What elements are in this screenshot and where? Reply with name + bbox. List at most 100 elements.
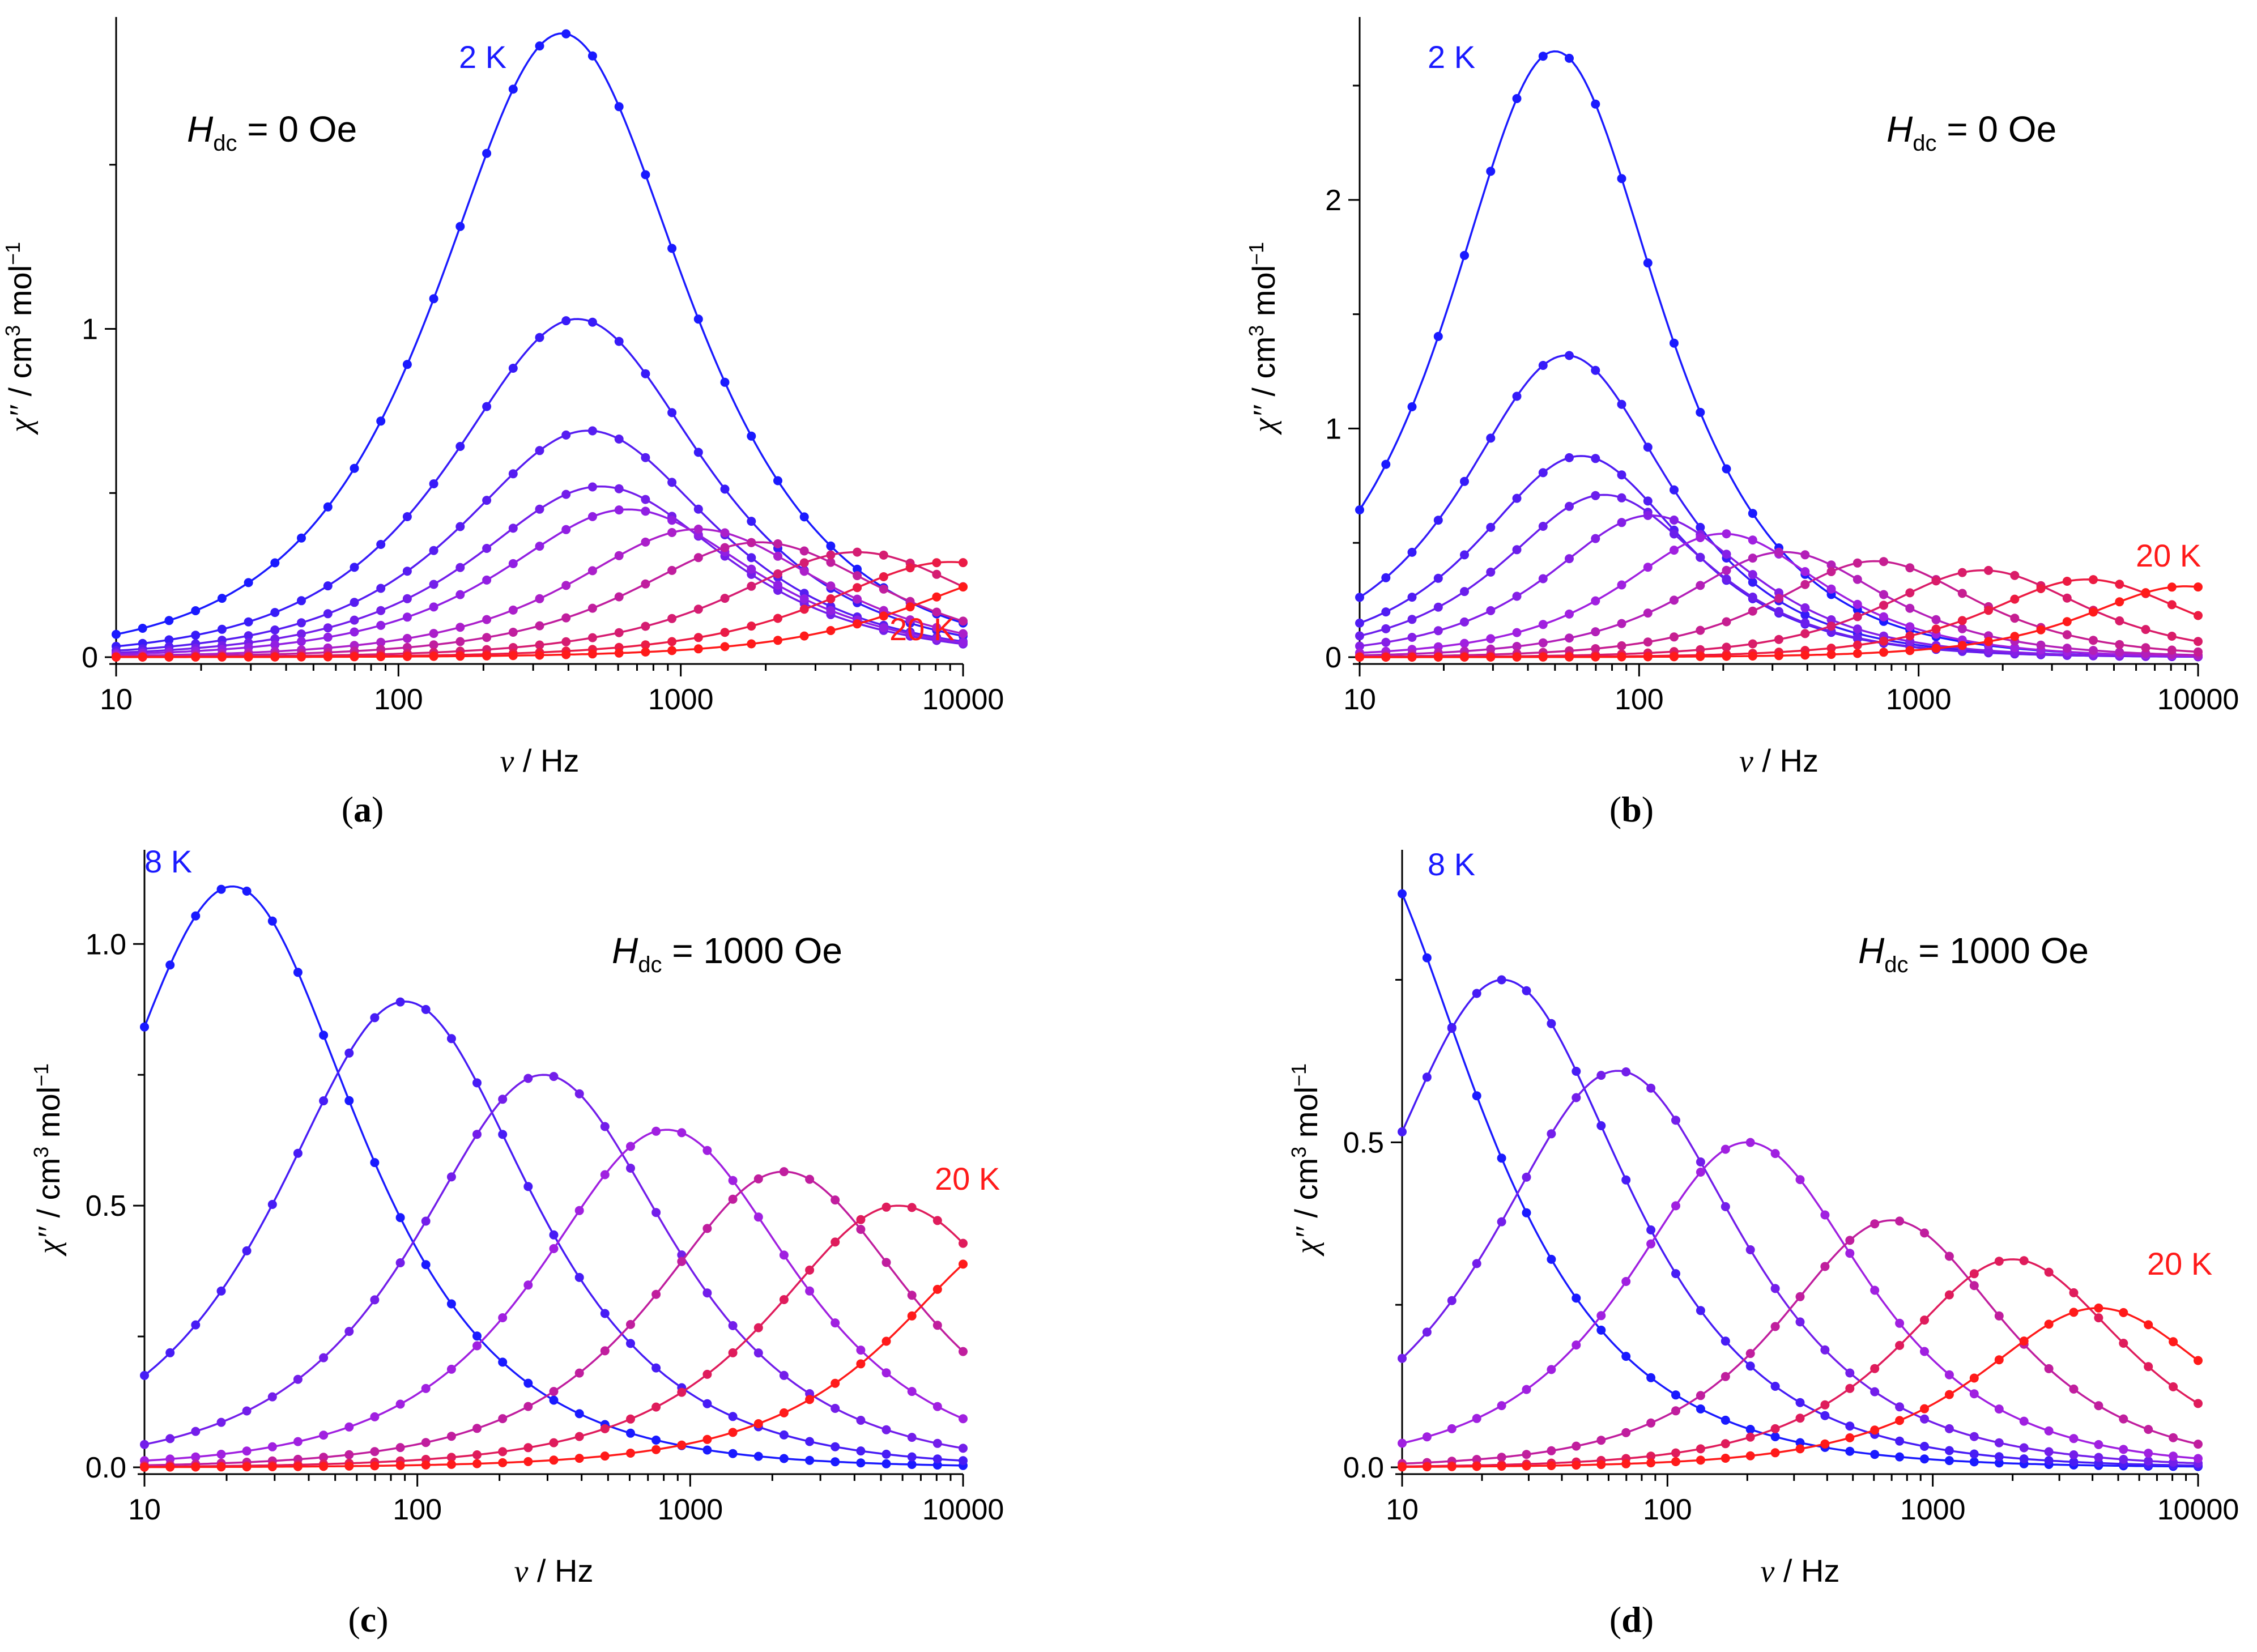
data-point [1870,1425,1880,1435]
data-point [1853,599,1862,609]
data-point [641,453,650,462]
data-point [2115,648,2124,657]
data-point [293,1374,303,1384]
data-point [641,506,650,516]
data-point [641,621,650,631]
data-point [907,1433,917,1442]
data-point [191,911,201,921]
data-point [959,629,968,638]
series-line [144,1263,964,1468]
data-point [1591,596,1600,606]
data-point [2115,616,2124,625]
data-point [574,1409,584,1419]
data-point [1984,646,1993,655]
data-point [1748,570,1757,580]
data-point [1591,365,1600,375]
series-6 [1398,1303,2203,1472]
data-point [667,408,677,418]
data-point [626,1339,635,1348]
data-point [1398,1353,1407,1363]
data-point [1722,464,1731,474]
data-point [614,484,624,493]
y-tick-label: 1 [82,313,98,346]
data-point [2044,1319,2054,1329]
x-axis-label: ν / Hz [1761,1553,1840,1589]
temp-label-high: 20 K [2136,538,2201,573]
data-point [728,1348,738,1357]
data-point [853,564,862,574]
x-tick-label: 10000 [922,1493,1004,1526]
data-point [1770,1284,1780,1293]
data-point [1596,1460,1606,1470]
data-point [799,546,809,556]
data-point [1722,574,1731,584]
data-point [1845,1446,1855,1456]
data-point [932,1216,942,1225]
data-point [297,618,306,628]
data-point [2141,625,2150,635]
data-point [370,1412,380,1421]
data-point [350,627,359,637]
data-point [1994,1452,2004,1462]
data-point [1381,624,1391,633]
data-point [905,563,915,573]
data-point [1497,1401,1506,1411]
data-point [1643,258,1653,268]
data-point [523,1378,533,1388]
data-point [693,553,703,563]
data-point [600,1122,610,1131]
data-point [1895,1216,1905,1226]
data-point [1591,99,1600,109]
data-point [626,1449,635,1458]
data-point [587,482,597,492]
series-4 [112,505,968,659]
data-point [2194,582,2203,592]
data-point [1591,454,1600,463]
x-tick-label: 10 [1343,683,1376,716]
data-point [1522,986,1531,995]
data-point [191,631,201,640]
data-point [805,1265,815,1275]
data-point [535,640,544,650]
data-point [587,512,597,521]
y-tick-label: 1 [1325,412,1342,445]
data-point [1460,617,1469,627]
data-point [2069,1450,2079,1459]
data-point [1944,1251,1954,1261]
data-point [2094,1313,2103,1323]
x-axis-label: ν / Hz [1739,743,1819,779]
data-point [1795,1413,1805,1423]
data-point [1722,529,1731,539]
data-point [1696,552,1705,562]
data-point [216,1417,226,1427]
data-point [587,317,597,327]
data-point [1538,638,1548,648]
data-point [370,1461,380,1471]
data-point [2044,1456,2054,1466]
data-point [1696,1391,1705,1400]
data-point [1745,1451,1755,1461]
data-point [831,1237,840,1247]
data-point [1538,52,1548,61]
data-point [907,1291,917,1300]
data-point [350,563,359,572]
data-point [1853,558,1862,568]
data-point [651,1445,661,1454]
data-point [641,537,650,547]
data-point [549,1072,559,1082]
data-point [779,1295,789,1304]
data-point [881,1258,891,1267]
data-point [549,1387,559,1396]
data-point [1670,632,1679,642]
series-2 [112,426,968,655]
x-tick-label: 10 [128,1493,161,1526]
data-point [1497,1453,1506,1462]
data-point [267,1200,277,1209]
data-point [1522,1385,1531,1394]
data-point [1497,1462,1506,1471]
data-point [826,557,836,567]
x-tick-label: 100 [393,1493,442,1526]
data-point [344,1096,354,1105]
data-point [446,1172,456,1182]
data-point [2044,1426,2054,1436]
